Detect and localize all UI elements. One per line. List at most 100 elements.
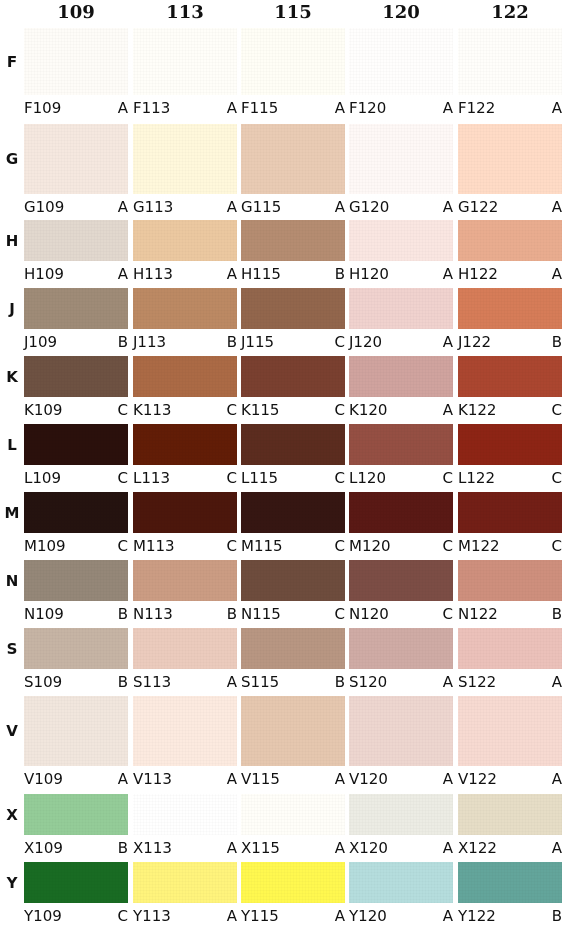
swatch-cell-J113: J113 B — [133, 288, 237, 353]
swatch-code: X115 — [241, 839, 280, 857]
color-swatch — [458, 424, 562, 465]
color-swatch — [349, 28, 453, 95]
swatch-cell-K113: K113 C — [133, 356, 237, 421]
swatch-grade: B — [551, 333, 562, 351]
swatch-grade: C — [442, 605, 453, 623]
color-swatch — [458, 862, 562, 903]
color-swatch — [133, 356, 237, 397]
swatch-code: H113 — [133, 265, 173, 283]
swatch-grade: A — [442, 673, 453, 691]
color-swatch — [349, 124, 453, 194]
row-label-J: J — [9, 299, 15, 318]
swatch-grade: A — [117, 99, 128, 117]
swatch-code: X109 — [24, 839, 63, 857]
color-swatch — [133, 220, 237, 261]
swatch-code: G109 — [24, 198, 65, 216]
swatch-grade: C — [442, 469, 453, 487]
swatch-grade: C — [334, 401, 345, 419]
swatch-cell-X120: X120 A — [349, 794, 453, 859]
swatch-code: N109 — [24, 605, 64, 623]
swatch-code: K120 — [349, 401, 388, 419]
swatch-code: K113 — [133, 401, 172, 419]
swatch-cell-V113: V113 A — [133, 696, 237, 790]
swatch-grade: A — [442, 265, 453, 283]
row-label-V: V — [6, 722, 18, 740]
row-label-N: N — [5, 571, 19, 590]
swatch-code: N122 — [458, 605, 498, 623]
swatch-cell-M115: M115 C — [241, 492, 345, 557]
swatch-code: H122 — [458, 265, 498, 283]
color-swatch — [349, 794, 453, 835]
swatch-code: N115 — [241, 605, 281, 623]
swatch-grade: C — [226, 401, 237, 419]
swatch-code: L120 — [349, 469, 386, 487]
swatch-cell-F115: F115 A — [241, 28, 345, 119]
swatch-cell-V109: V109 A — [24, 696, 128, 790]
color-swatch — [241, 288, 345, 329]
swatch-cell-L113: L113 C — [133, 424, 237, 489]
color-swatch — [133, 492, 237, 533]
swatch-grade: B — [551, 605, 562, 623]
swatch-code: H115 — [241, 265, 281, 283]
swatch-grade: A — [551, 198, 562, 216]
swatch-cell-H115: H115 B — [241, 220, 345, 285]
color-swatch — [458, 220, 562, 261]
swatch-cell-S113: S113 A — [133, 628, 237, 693]
color-swatch — [133, 288, 237, 329]
swatch-code: X120 — [349, 839, 388, 857]
swatch-code: J115 — [241, 333, 275, 351]
swatch-code: K109 — [24, 401, 63, 419]
swatch-code: F113 — [133, 99, 171, 117]
swatch-cell-Y120: Y120 A — [349, 862, 453, 927]
color-swatch — [24, 288, 128, 329]
swatch-cell-J120: J120 A — [349, 288, 453, 353]
color-swatch — [24, 696, 128, 766]
swatch-grade: C — [117, 537, 128, 555]
swatch-cell-V120: V120 A — [349, 696, 453, 790]
swatch-cell-J109: J109 B — [24, 288, 128, 353]
swatch-grade: A — [226, 265, 237, 283]
row-label-F: F — [6, 52, 18, 71]
swatch-cell-L122: L122 C — [458, 424, 562, 489]
swatch-grade: A — [226, 198, 237, 216]
color-swatch — [133, 424, 237, 465]
swatch-code: L122 — [458, 469, 495, 487]
swatch-cell-S109: S109 B — [24, 628, 128, 693]
swatch-grade: B — [226, 333, 237, 351]
swatch-grade: A — [334, 198, 345, 216]
swatch-cell-K120: K120 A — [349, 356, 453, 421]
swatch-code: Y120 — [349, 907, 387, 925]
color-swatch — [458, 356, 562, 397]
swatch-code: S109 — [24, 673, 63, 691]
swatch-code: Y115 — [241, 907, 279, 925]
swatch-code: S120 — [349, 673, 388, 691]
swatch-code: G120 — [349, 198, 390, 216]
swatch-grade: A — [551, 839, 562, 857]
swatch-code: H109 — [24, 265, 64, 283]
swatch-grade: C — [551, 537, 562, 555]
swatch-cell-N113: N113 B — [133, 560, 237, 625]
swatch-grade: B — [334, 265, 345, 283]
swatch-grade: B — [117, 605, 128, 623]
color-swatch — [241, 28, 345, 95]
swatch-code: F109 — [24, 99, 62, 117]
swatch-code: K115 — [241, 401, 280, 419]
swatch-cell-L120: L120 C — [349, 424, 453, 489]
swatch-grade: A — [334, 99, 345, 117]
swatch-code: V113 — [133, 770, 172, 788]
color-swatch — [458, 794, 562, 835]
row-label-M: M — [4, 503, 20, 522]
swatch-code: J109 — [24, 333, 58, 351]
swatch-grade: B — [226, 605, 237, 623]
color-swatch — [241, 356, 345, 397]
swatch-code: X113 — [133, 839, 172, 857]
swatch-grade: C — [551, 469, 562, 487]
swatch-code: G115 — [241, 198, 282, 216]
color-swatch — [349, 862, 453, 903]
swatch-code: J122 — [458, 333, 492, 351]
column-header-115: 115 — [274, 2, 312, 23]
swatch-cell-F120: F120 A — [349, 28, 453, 119]
swatch-grade: A — [334, 839, 345, 857]
swatch-code: F122 — [458, 99, 496, 117]
color-swatch — [133, 696, 237, 766]
